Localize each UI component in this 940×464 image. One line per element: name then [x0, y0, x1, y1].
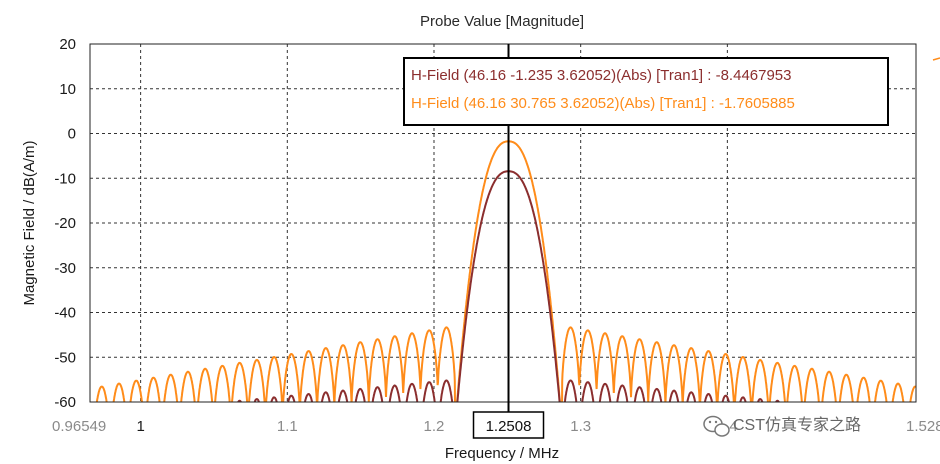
x-axis-label: Frequency / MHz: [445, 445, 559, 462]
y-axis-label: Magnetic Field / dB(A/m): [21, 140, 38, 305]
legend-entry-series-2: H-Field (46.16 30.765 3.62052)(Abs) [Tra…: [411, 95, 795, 112]
y-tick-labels: 20 10 0 -10 -20 -30 -40 -50 -60: [54, 36, 76, 411]
x-tick-label: 1.2: [424, 418, 445, 435]
series-line-1: [220, 170, 797, 402]
chart-title: Probe Value [Magnitude]: [420, 13, 584, 30]
series-layer: [95, 140, 916, 402]
marker-value-box[interactable]: 1.2508: [472, 411, 545, 439]
y-tick-label: -60: [54, 394, 76, 411]
legend-entry-series-1: H-Field (46.16 -1.235 3.62052)(Abs) [Tra…: [411, 67, 792, 84]
watermark: CST仿真专家之路: [703, 415, 861, 437]
y-tick-label: -40: [54, 305, 76, 322]
x-tick-label: 1.3: [570, 418, 591, 435]
plot-frame: [89, 43, 917, 403]
x-tick-label: 1.1: [277, 418, 298, 435]
y-tick-label: 20: [59, 36, 76, 53]
y-tick-label: 0: [68, 126, 76, 143]
legend-box: H-Field (46.16 -1.235 3.62052)(Abs) [Tra…: [403, 57, 889, 126]
wechat-icon: [703, 415, 730, 437]
x-tick-label: 1: [136, 418, 144, 435]
y-tick-label: -30: [54, 260, 76, 277]
legend-overflow-mark: [932, 57, 940, 61]
marker-value-label: 1.2508: [486, 418, 532, 435]
x-tick-label-start: 0.96549: [52, 418, 106, 435]
x-tick-label-end: 1.5286: [906, 418, 940, 435]
y-tick-label: -50: [54, 349, 76, 366]
y-tick-label: -10: [54, 170, 76, 187]
y-tick-label: -20: [54, 215, 76, 232]
series-line-2: [95, 140, 916, 402]
watermark-text: CST仿真专家之路: [733, 416, 861, 434]
y-tick-label: 10: [59, 81, 76, 98]
